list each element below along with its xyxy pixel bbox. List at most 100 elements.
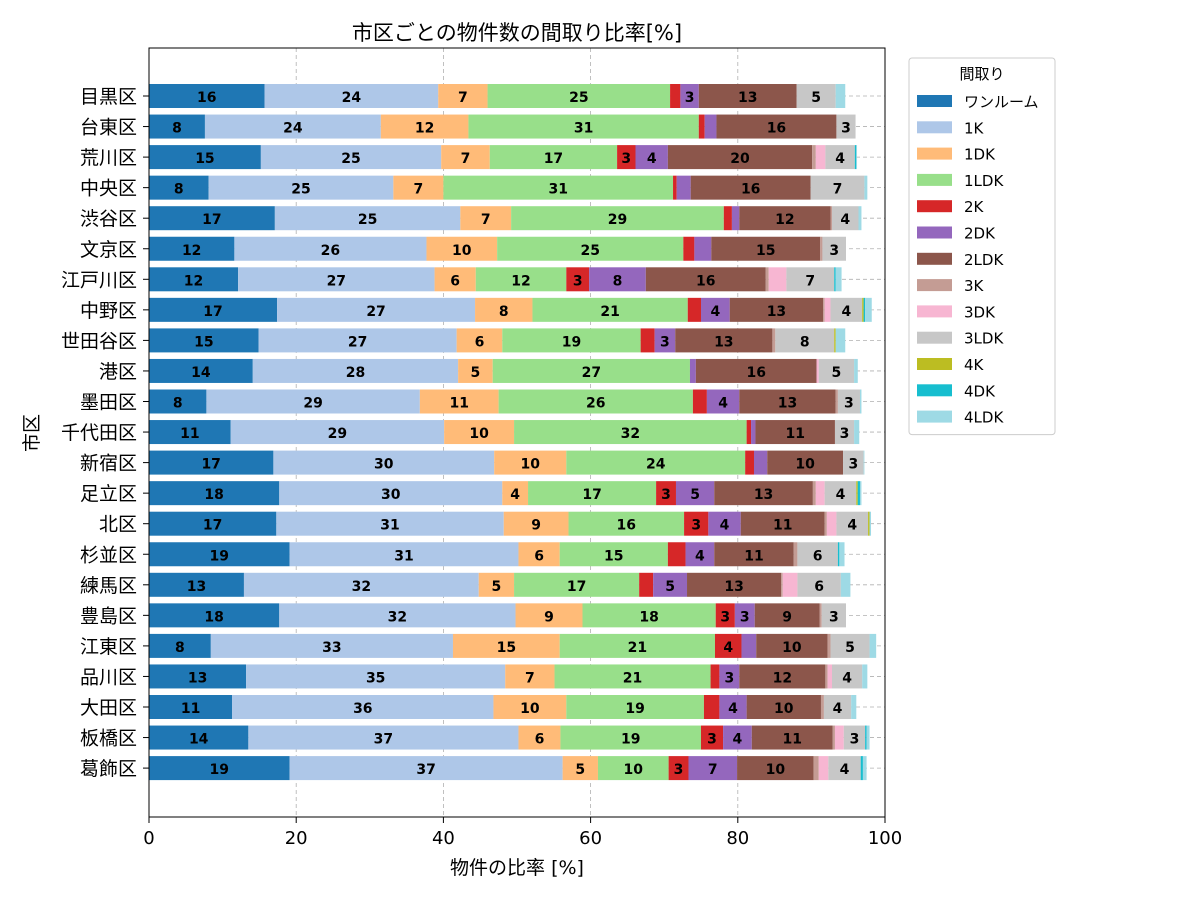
bar-segment	[497, 236, 684, 261]
bar-value-label: 15	[497, 640, 516, 656]
bar-segment	[554, 664, 711, 689]
bar-value-label: 13	[778, 396, 797, 412]
bar-value-label: 4	[728, 701, 738, 717]
bar-segment	[502, 328, 641, 353]
bar-value-label: 4	[723, 640, 733, 656]
bar-value-label: 5	[845, 640, 855, 656]
bar-segment	[560, 725, 701, 750]
bar-segment	[830, 633, 870, 658]
bar-segment	[475, 297, 533, 322]
bar-segment	[793, 542, 798, 567]
bar-value-label: 4	[510, 487, 520, 503]
bar-segment	[823, 695, 852, 719]
bar-segment	[826, 511, 837, 536]
bar-value-label: 5	[492, 579, 502, 595]
bar-segment	[238, 267, 435, 292]
bar-value-label: 3	[660, 334, 670, 350]
bar-value-label: 17	[567, 579, 586, 595]
bar-value-label: 6	[813, 548, 823, 564]
bar-value-label: 10	[766, 762, 786, 778]
bar-segment	[765, 267, 769, 292]
bar-value-label: 29	[328, 426, 347, 442]
bar-segment	[797, 542, 838, 567]
bar-segment	[274, 206, 461, 231]
bar-segment	[639, 572, 654, 597]
bar-value-label: 21	[623, 670, 642, 686]
bar-value-label: 3	[685, 90, 695, 106]
bar-segment	[863, 297, 866, 322]
bar-segment	[149, 114, 205, 139]
bar-segment	[772, 328, 776, 353]
bar-segment	[815, 481, 825, 506]
bar-value-label: 31	[394, 548, 413, 564]
bar-value-label: 32	[621, 426, 640, 442]
bar-value-label: 30	[381, 487, 401, 503]
bar-segment	[149, 481, 280, 506]
bar-segment	[723, 206, 732, 231]
bar-segment	[460, 206, 512, 231]
bar-segment	[683, 236, 695, 261]
y-tick-label: 千代田区	[61, 422, 137, 444]
bar-value-label: 13	[724, 579, 743, 595]
bar-segment	[289, 756, 563, 781]
bar-segment	[279, 481, 503, 506]
bar-value-label: 5	[575, 762, 585, 778]
x-tick-label: 60	[579, 828, 602, 849]
bar-segment	[782, 572, 798, 597]
bar-segment	[204, 114, 381, 139]
bar-segment	[456, 328, 503, 353]
bar-value-label: 9	[544, 609, 554, 625]
legend-swatch	[917, 121, 952, 134]
bar-value-label: 21	[628, 640, 647, 656]
bar-segment	[830, 206, 833, 231]
bar-segment	[775, 328, 835, 353]
bar-value-label: 11	[783, 732, 802, 748]
bar-value-label: 13	[188, 670, 207, 686]
legend-swatch	[917, 331, 952, 344]
bar-segment	[487, 84, 671, 108]
y-tick-label: 北区	[99, 514, 137, 536]
bar-value-label: 18	[204, 609, 223, 625]
bar-segment	[149, 450, 274, 475]
bar-segment	[502, 481, 529, 506]
bar-segment	[703, 695, 720, 719]
bar-value-label: 13	[714, 334, 733, 350]
x-tick-label: 0	[143, 828, 154, 849]
axes-layer: 0 20 40 60 80 100 目黒区台東区荒川区中央区渋谷区文京区江戸川区中野区世田谷…	[61, 86, 902, 849]
bar-segment	[746, 695, 821, 719]
y-tick-label: 中央区	[80, 178, 137, 200]
bar-segment	[860, 756, 863, 781]
bar-value-label: 10	[795, 457, 815, 473]
bar-value-label: 3	[840, 426, 850, 442]
bar-value-label: 32	[388, 609, 407, 625]
bar-value-label: 11	[773, 518, 792, 534]
bar-segment	[843, 450, 864, 475]
bar-value-label: 3	[841, 121, 851, 137]
bar-segment	[824, 297, 831, 322]
y-tick-label: 渋谷区	[80, 208, 137, 230]
legend-title: 間取り	[959, 65, 1004, 83]
bar-value-label: 16	[617, 518, 636, 534]
bar-segment	[865, 297, 872, 322]
bar-value-label: 7	[525, 670, 535, 686]
bar-segment	[230, 420, 445, 445]
bar-value-label: 3	[724, 670, 734, 686]
bar-segment	[714, 542, 794, 567]
bar-segment	[836, 114, 856, 139]
bar-segment	[840, 572, 851, 597]
bar-segment	[668, 756, 689, 781]
bar-segment	[559, 633, 715, 658]
bar-value-label: 19	[210, 548, 229, 564]
bars-layer	[149, 84, 877, 781]
bar-segment	[839, 542, 845, 567]
bar-segment	[264, 84, 439, 108]
bar-value-label: 29	[608, 212, 627, 228]
bar-value-label: 3	[661, 487, 671, 503]
bar-segment	[819, 603, 822, 628]
bar-segment	[243, 572, 479, 597]
bar-value-label: 13	[187, 579, 206, 595]
bar-value-label: 10	[520, 701, 540, 717]
bar-segment	[246, 664, 506, 689]
bar-value-label: 10	[521, 457, 541, 473]
